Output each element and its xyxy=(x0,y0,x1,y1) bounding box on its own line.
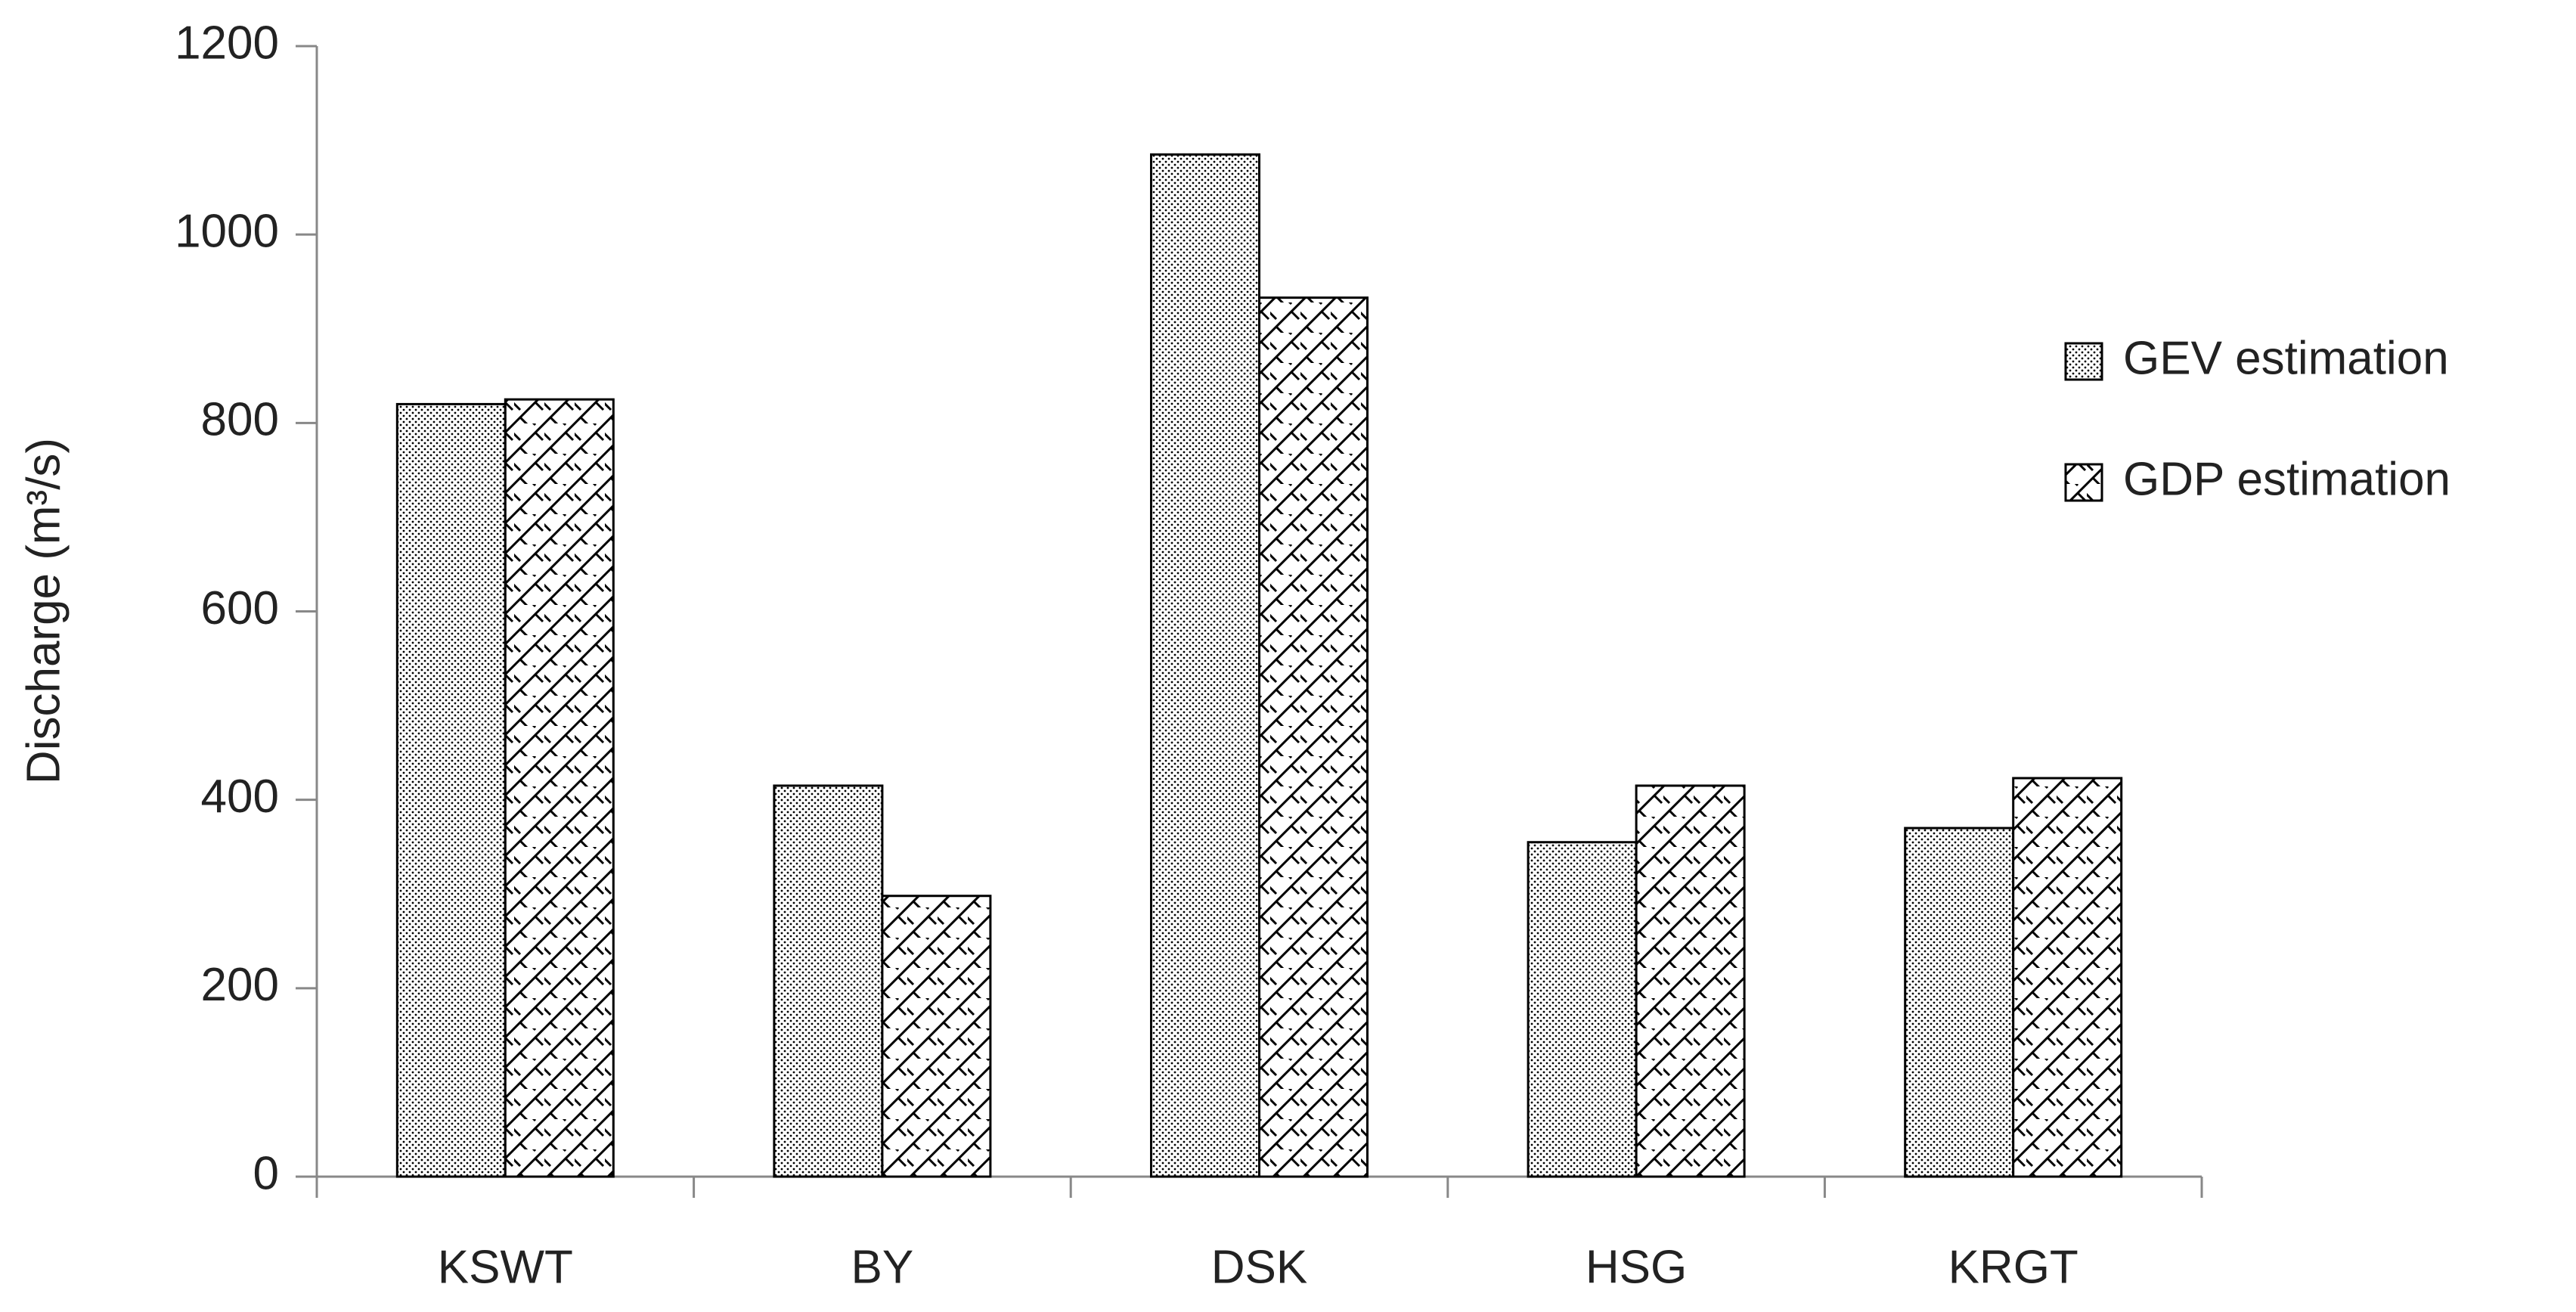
bar xyxy=(1150,153,1260,1178)
y-tick-label: 400 xyxy=(201,771,279,823)
bar xyxy=(1635,784,1746,1178)
bar xyxy=(773,784,884,1178)
y-tick-label: 800 xyxy=(201,394,279,446)
x-tick-label: HSG xyxy=(1586,1241,1687,1293)
legend-label: GEV estimation xyxy=(2123,332,2449,384)
x-tick-label: KRGT xyxy=(1948,1241,2078,1293)
y-axis-label: Discharge (m³/s) xyxy=(17,438,70,784)
y-tick-label: 200 xyxy=(201,959,279,1011)
x-tick-label: BY xyxy=(851,1241,914,1293)
x-tick-label: DSK xyxy=(1211,1241,1307,1293)
bar xyxy=(504,398,615,1178)
y-tick-label: 1200 xyxy=(175,17,279,69)
bar xyxy=(881,895,992,1178)
bar xyxy=(1527,841,1638,1178)
bar xyxy=(1258,296,1369,1178)
y-tick-label: 1000 xyxy=(175,206,279,258)
legend-swatch xyxy=(2064,463,2103,502)
bar xyxy=(1904,827,2015,1178)
y-tick-label: 600 xyxy=(201,582,279,634)
bar xyxy=(395,402,507,1178)
y-tick-label: 0 xyxy=(253,1147,279,1199)
bar xyxy=(2012,777,2123,1178)
x-tick-label: KSWT xyxy=(438,1241,573,1293)
legend-swatch xyxy=(2064,342,2103,381)
legend-label: GDP estimation xyxy=(2123,453,2450,505)
